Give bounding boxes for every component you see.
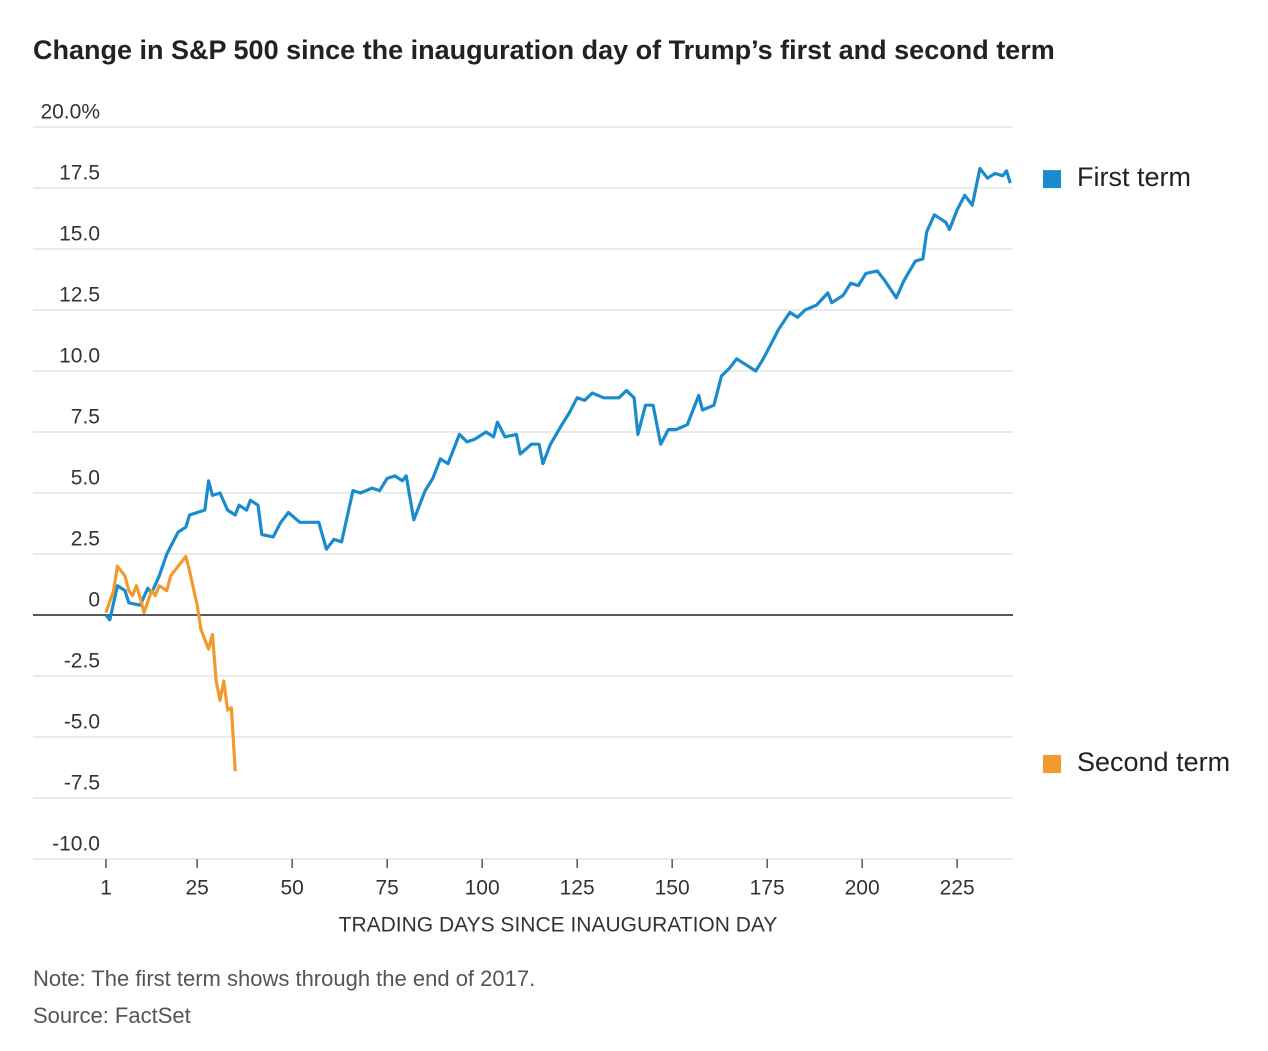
y-tick-label: 12.5 <box>59 284 100 307</box>
chart-title: Change in S&P 500 since the inauguration… <box>33 35 1055 65</box>
y-tick-label: 10.0 <box>59 345 100 368</box>
y-tick-label: -7.5 <box>64 772 100 795</box>
legend-label: Second term <box>1077 747 1230 777</box>
legend-swatch <box>1043 170 1061 189</box>
y-tick-label: 17.5 <box>59 162 100 185</box>
y-tick-label: 0 <box>88 589 100 612</box>
source: Source: FactSet <box>33 1003 191 1028</box>
series-line <box>104 166 1012 622</box>
x-tick-label: 50 <box>280 877 303 900</box>
y-tick-label: 5.0 <box>71 467 100 490</box>
y-tick-label: -2.5 <box>64 650 100 673</box>
x-tick-label: 75 <box>375 877 398 900</box>
y-tick-label: -5.0 <box>64 711 100 734</box>
x-tick-label: 25 <box>185 877 208 900</box>
x-axis-title: TRADING DAYS SINCE INAUGURATION DAY <box>339 914 778 937</box>
x-tick-label: 175 <box>750 877 785 900</box>
x-tick-label: 200 <box>845 877 880 900</box>
legend-label: First term <box>1077 162 1191 192</box>
legend-swatch <box>1043 755 1061 773</box>
x-tick-label: 1 <box>100 877 112 900</box>
x-tick-label: 150 <box>655 877 690 900</box>
y-tick-label: 7.5 <box>71 406 100 429</box>
x-tick-label: 125 <box>560 877 595 900</box>
y-tick-label: 20.0% <box>40 101 100 124</box>
y-tick-label: 15.0 <box>59 223 100 246</box>
x-tick-label: 225 <box>940 877 975 900</box>
series-line <box>104 554 237 772</box>
y-tick-label: -10.0 <box>52 833 100 856</box>
x-tick-label: 100 <box>465 877 500 900</box>
note: Note: The first term shows through the e… <box>33 966 535 991</box>
y-tick-label: 2.5 <box>71 528 100 551</box>
